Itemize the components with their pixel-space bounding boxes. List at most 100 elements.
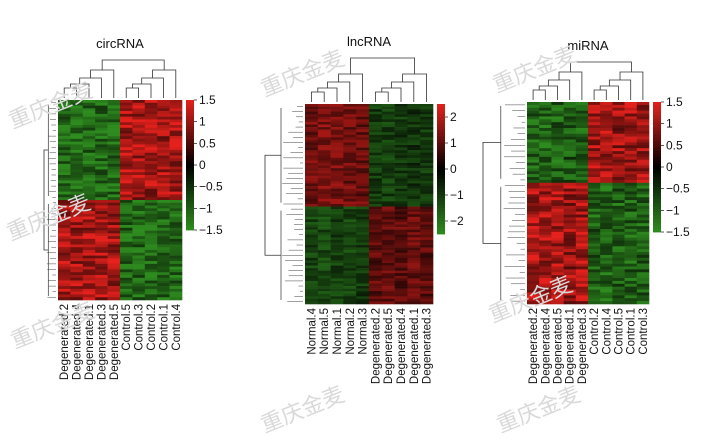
heatmap-cell (169, 286, 183, 290)
heatmap-cell (563, 217, 577, 221)
heatmap-cell (120, 263, 133, 267)
heatmap-cell (600, 252, 613, 256)
heatmap-cell (330, 288, 344, 292)
heatmap-cell (539, 237, 552, 241)
heatmap-cell (381, 227, 395, 230)
heatmap-cell (132, 208, 146, 212)
column-dendrogram-branch (547, 79, 571, 100)
heatmap-cell (527, 243, 540, 247)
heatmap-cell (58, 144, 71, 148)
heatmap-cell (58, 247, 71, 251)
column-label: Control.5 (121, 304, 133, 351)
heatmap-cell (381, 188, 395, 192)
heatmap-cell (157, 283, 170, 287)
heatmap-cell (317, 242, 331, 246)
heatmap-cell (70, 158, 84, 162)
legend-gradient-slice (653, 183, 661, 187)
legend-gradient-slice (653, 222, 661, 226)
column-dendrogram-branch (310, 91, 325, 102)
heatmap-cell (575, 119, 589, 123)
heatmap-cell (58, 113, 71, 117)
heatmap-cell (394, 111, 408, 115)
heatmap-cell (157, 219, 170, 223)
heatmap-cell (588, 165, 601, 169)
heatmap-cell (144, 100, 158, 104)
heatmap-cell (636, 286, 650, 290)
heatmap-cell (132, 183, 146, 187)
legend-gradient-slice (186, 210, 194, 215)
heatmap-cell (551, 200, 564, 204)
heatmap-cell (381, 173, 395, 177)
heatmap-cell (381, 283, 395, 287)
heatmap-cell (356, 252, 370, 256)
heatmap-cell (420, 198, 434, 202)
heatmap-cell (539, 162, 552, 166)
heatmap-cell (369, 198, 383, 202)
legend-gradient-slice (186, 135, 194, 140)
heatmap-cell (169, 202, 183, 206)
heatmap-cell (612, 214, 625, 218)
heatmap-cell (612, 211, 625, 215)
heatmap-cell (144, 169, 158, 173)
heatmap-cell (539, 217, 552, 221)
heatmap-cell (527, 249, 540, 253)
heatmap-cell (305, 234, 319, 238)
heatmap-cell (343, 209, 357, 212)
heatmap-cell (305, 247, 319, 251)
heatmap-cell (169, 269, 183, 273)
heatmap-cell (420, 145, 434, 148)
heatmap-cell (317, 132, 331, 136)
heatmap-cell (612, 162, 625, 166)
heatmap-cell (563, 278, 577, 282)
heatmap-cell (95, 205, 108, 209)
heatmap-cell (132, 244, 146, 248)
heatmap-cell (305, 173, 319, 177)
heatmap-cell (132, 188, 146, 192)
heatmap-cell (305, 291, 319, 295)
heatmap-cell (157, 250, 170, 254)
legend-gradient-slice (186, 139, 194, 143)
heatmap-cell (612, 116, 625, 120)
heatmap-cell (356, 296, 370, 300)
heatmap-cell (600, 191, 613, 195)
heatmap-cell (305, 221, 319, 225)
heatmap-cell (588, 211, 601, 215)
heatmap-cell (563, 142, 577, 146)
heatmap-cell (600, 151, 613, 155)
heatmap-cell (58, 105, 71, 109)
heatmap-cell (82, 133, 96, 137)
heatmap-cell (107, 136, 121, 140)
heatmap-cell (588, 208, 601, 212)
heatmap-cell (356, 293, 370, 297)
heatmap-cell (369, 229, 383, 233)
heatmap-cell (527, 280, 540, 285)
heatmap-cell (407, 296, 421, 300)
legend-tick-label: 0 (199, 158, 206, 172)
heatmap-cell (144, 119, 158, 123)
heatmap-cell (120, 258, 133, 262)
heatmap-cell (636, 249, 650, 253)
heatmap-cell (120, 200, 133, 204)
heatmap-cell (356, 188, 370, 192)
heatmap-cell (551, 104, 564, 109)
heatmap-cell (551, 260, 564, 264)
heatmap-cell (70, 291, 84, 295)
heatmap-cell (624, 130, 638, 135)
heatmap-cell (82, 100, 96, 104)
heatmap-cell (120, 186, 133, 190)
heatmap-cell (144, 194, 158, 198)
heatmap-cell (343, 229, 357, 233)
heatmap-cell (107, 286, 121, 290)
heatmap-cell (58, 177, 71, 181)
heatmap-cell (612, 249, 625, 253)
heatmap-cell (420, 204, 434, 207)
heatmap-cell (551, 301, 564, 305)
heatmap-cell (58, 150, 71, 154)
heatmap-cell (624, 139, 638, 143)
heatmap-cell (600, 208, 613, 212)
heatmap-cell (575, 159, 589, 163)
heatmap-cell (407, 114, 421, 118)
heatmap-cell (330, 173, 344, 177)
heatmap-cell (369, 227, 383, 230)
heatmap-cell (527, 301, 540, 305)
